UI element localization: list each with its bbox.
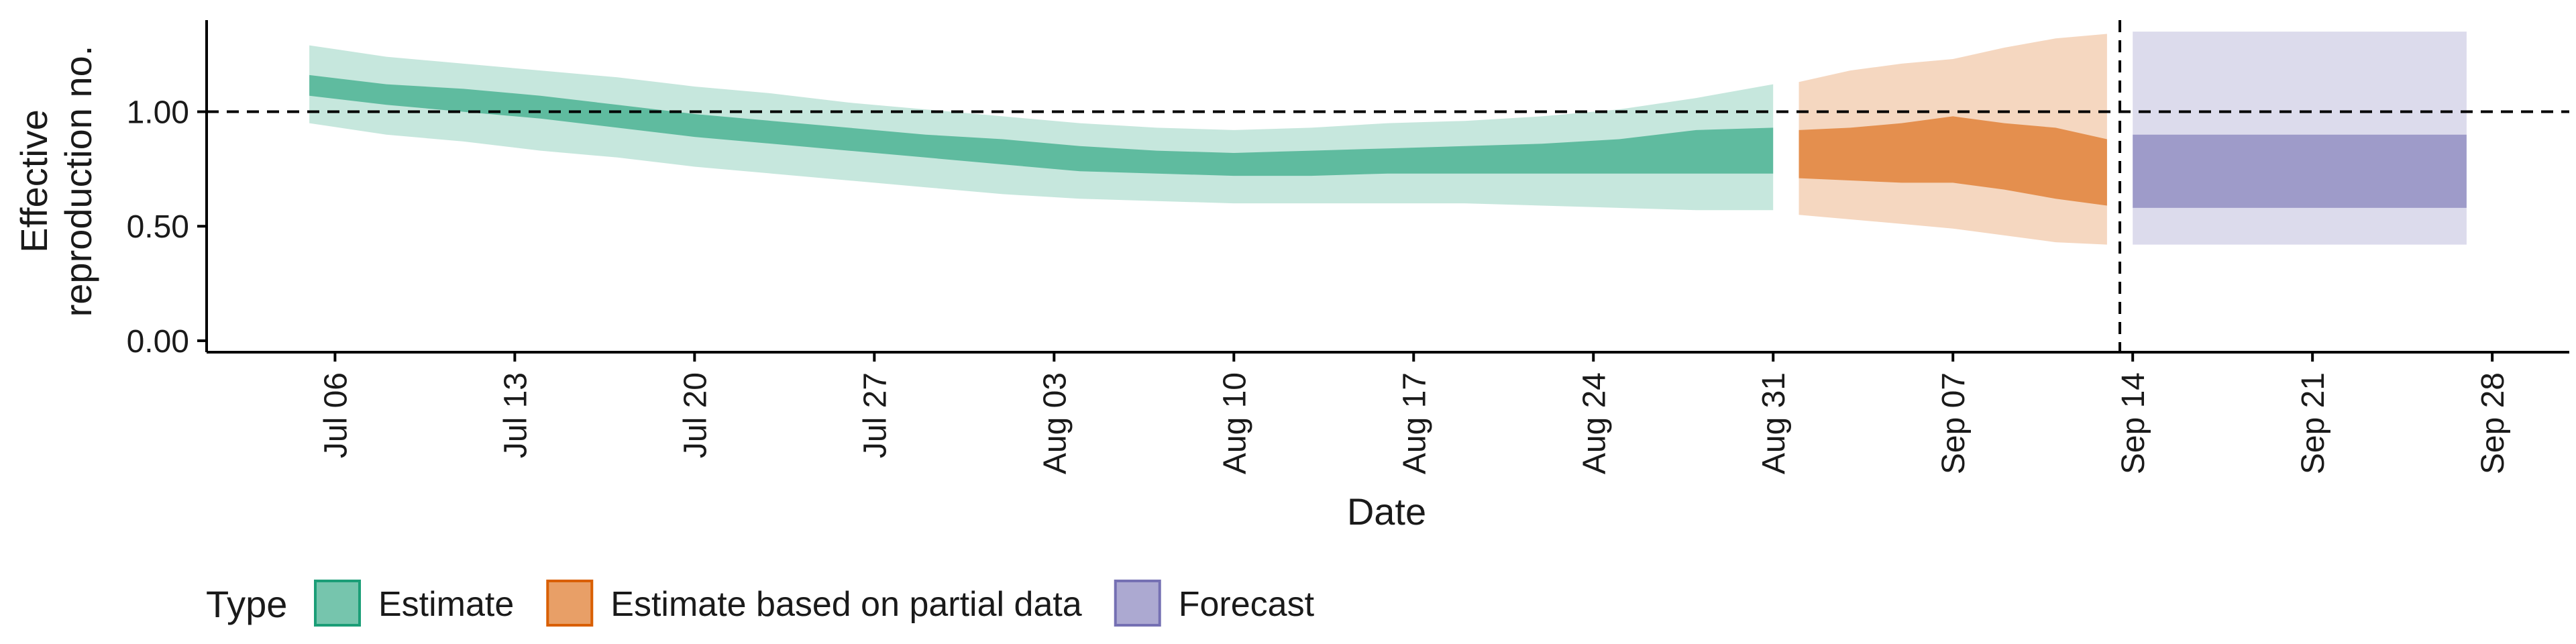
y-axis-title-line-1: Effective (13, 109, 55, 253)
x-tick-label: Jul 06 (318, 372, 354, 458)
x-axis-title: Date (1347, 490, 1426, 533)
legend-swatch (1114, 580, 1161, 627)
x-tick-label: Aug 31 (1756, 372, 1792, 474)
legend-item-estimate-based-on-partial-data: Estimate based on partial data (546, 580, 1082, 627)
y-axis-title: Effective reproduction no. (13, 46, 99, 317)
estimate-outer-band (309, 45, 1774, 211)
x-tick-label: Jul 13 (498, 372, 533, 458)
legend-label: Forecast (1179, 585, 1315, 624)
x-tick-label: Sep 14 (2116, 372, 2151, 474)
y-axis-title-line-2: reproduction no. (57, 46, 99, 317)
legend-swatch (314, 580, 361, 627)
x-tick-label: Aug 10 (1217, 372, 1252, 474)
legend-item-estimate: Estimate (314, 580, 514, 627)
x-tick-label: Sep 21 (2296, 372, 2331, 474)
x-tick-label: Aug 24 (1576, 372, 1612, 474)
estimate-based-on-partial-data-inner-band (1799, 116, 2107, 206)
y-tick-label: 1.00 (127, 95, 189, 131)
chart-bands (309, 32, 2467, 245)
legend-swatch (546, 580, 594, 627)
x-tick-label: Aug 17 (1397, 372, 1432, 474)
x-tick-label: Aug 03 (1037, 372, 1073, 474)
x-tick-label: Jul 20 (678, 372, 713, 458)
forecast-inner-band (2133, 134, 2467, 208)
legend-items: Estimate Estimate based on partial data Fo… (314, 580, 1315, 627)
x-tick-label: Jul 27 (857, 372, 893, 458)
y-tick-label: 0.50 (127, 209, 189, 245)
estimate-inner-band (309, 74, 1774, 176)
y-tick-label: 0.00 (127, 324, 189, 360)
legend-label: Estimate (378, 585, 514, 624)
y-axis-ticks: 0.00 0.50 1.00 (127, 95, 207, 360)
legend: Type Estimate Estimate based on partial d… (206, 580, 1315, 627)
legend-item-forecast: Forecast (1114, 580, 1315, 627)
x-axis-ticks: Jul 06 Jul 13 Jul 20 Jul 27 Aug 03 Aug 10 Aug … (318, 352, 2511, 474)
legend-title: Type (206, 583, 287, 625)
x-tick-label: Sep 07 (1936, 372, 1972, 474)
legend-label: Estimate based on partial data (610, 585, 1082, 624)
x-tick-label: Sep 28 (2475, 372, 2511, 474)
